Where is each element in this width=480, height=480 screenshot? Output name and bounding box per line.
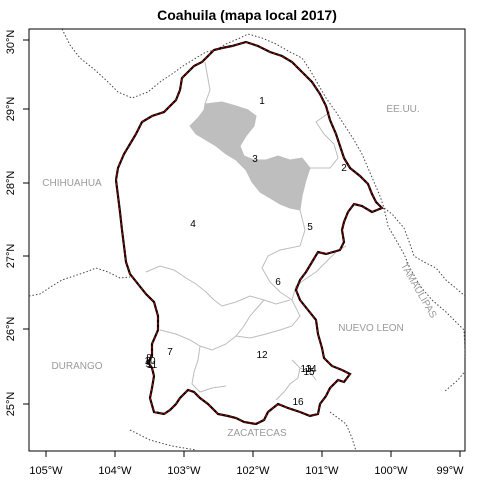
district-label-2: 2 [341, 163, 347, 174]
label-eeuu: EE.UU. [386, 104, 419, 115]
district-label-7: 7 [167, 347, 173, 358]
district-label-9: 9 [145, 359, 151, 370]
y-tick-label: 30°N [5, 30, 17, 55]
y-tick-label: 25°N [5, 392, 17, 417]
district-label-10: 10 [144, 356, 156, 367]
district-label-15: 15 [303, 367, 315, 378]
district-label-12: 12 [256, 350, 268, 361]
label-durango: DURANGO [51, 361, 102, 372]
x-axis [45, 451, 461, 457]
label-nuevo-leon: NUEVO LEON [338, 323, 404, 334]
state-border-red [115, 41, 383, 425]
label-zacatecas: ZACATECAS [227, 428, 287, 439]
x-tick-label: 100°W [374, 465, 408, 477]
x-tick-label: 101°W [305, 465, 339, 477]
district-label-3: 3 [252, 154, 258, 165]
y-axis [23, 39, 29, 405]
district-label-13: 13 [300, 364, 312, 375]
y-tick-label: 26°N [5, 317, 17, 342]
district-lines [145, 61, 347, 401]
district-label-11: 11 [147, 360, 158, 371]
x-tick-label: 105°W [29, 465, 63, 477]
x-tick-label: 103°W [167, 465, 201, 477]
district-label-14: 14 [305, 364, 317, 375]
y-tick-label: 29°N [5, 97, 17, 122]
x-tick-label: 102°W [236, 465, 270, 477]
district-label-1: 1 [259, 96, 265, 107]
district-label-5: 5 [307, 222, 313, 233]
label-chihuahua: CHIHUAHUA [42, 178, 102, 189]
y-tick-label: 28°N [5, 171, 17, 196]
district-label-6: 6 [275, 277, 281, 288]
label-tamaulipas: TAMAULIPAS [398, 261, 439, 320]
map-title: Coahuila (mapa local 2017) [157, 7, 337, 23]
district-label-16: 16 [292, 397, 304, 408]
x-tick-label: 104°W [98, 465, 132, 477]
district-label-8: 8 [146, 353, 152, 364]
y-tick-label: 27°N [5, 244, 17, 269]
neighbor-border-chihuahua-durango [29, 267, 131, 297]
gray-region-district-3 [189, 101, 311, 211]
neighbor-border-zacatecas-nl [329, 411, 357, 451]
neighbor-border-durango-zacatecas [129, 429, 197, 451]
x-tick-label: 99°W [436, 465, 464, 477]
district-label-4: 4 [190, 219, 196, 230]
plot-frame [28, 28, 466, 452]
